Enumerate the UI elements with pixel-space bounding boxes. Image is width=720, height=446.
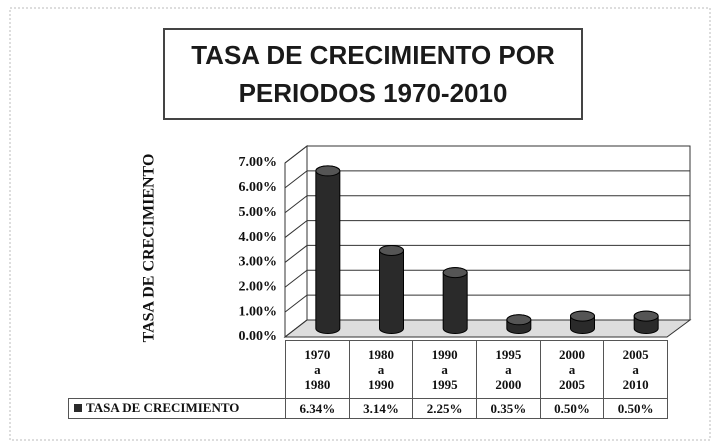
bar xyxy=(315,165,341,334)
x-tick-label: 1990 a 1995 xyxy=(412,340,477,399)
bar-cap xyxy=(570,310,595,322)
bar xyxy=(379,244,404,334)
data-label: 2.25% xyxy=(412,398,477,419)
bar-cap xyxy=(506,314,532,326)
x-tick-label: 2005 a 2010 xyxy=(603,340,668,399)
x-tick-label: 1995 a 2000 xyxy=(476,340,541,399)
floor xyxy=(283,319,692,338)
data-label: 6.34% xyxy=(285,398,350,419)
back-wall xyxy=(306,145,691,321)
data-label: 0.50% xyxy=(539,398,605,419)
x-tick-label: 2000 a 2005 xyxy=(539,340,605,399)
grid-line xyxy=(284,294,690,313)
y-tick-label: 4.00% xyxy=(239,230,278,245)
bar-cap xyxy=(315,165,341,177)
x-tick-label: 1970 a 1980 xyxy=(285,340,350,399)
grid-line xyxy=(284,195,690,214)
legend-entry: TASA DE CRECIMIENTO xyxy=(86,400,240,415)
bar-cap xyxy=(633,310,659,322)
grid-line xyxy=(284,170,690,189)
grid-line xyxy=(284,145,690,164)
y-tick-label: 3.00% xyxy=(239,255,278,270)
data-label: 0.35% xyxy=(476,398,541,419)
data-label: 0.50% xyxy=(603,398,668,419)
chart-border xyxy=(9,7,711,441)
y-tick-label: 2.00% xyxy=(239,280,278,295)
y-axis-label: TASA DE CRECIMIENTO xyxy=(141,154,158,343)
y-tick-label: 0.00% xyxy=(239,329,278,344)
bar-cap xyxy=(379,244,404,256)
y-tick-label: 1.00% xyxy=(239,304,278,319)
y-tick-label: 5.00% xyxy=(239,205,278,220)
chart-title: TASA DE CRECIMIENTO POR PERIODOS 1970-20… xyxy=(163,28,583,120)
data-label: 3.14% xyxy=(348,398,414,419)
side-wall xyxy=(284,144,308,339)
x-tick-label: 1980 a 1990 xyxy=(348,340,414,399)
y-tick-label: 6.00% xyxy=(239,180,278,195)
legend-swatch xyxy=(74,404,82,412)
grid-line xyxy=(284,244,690,263)
grid-line xyxy=(284,220,690,238)
grid-line xyxy=(284,319,690,338)
y-tick-label: 7.00% xyxy=(239,155,278,170)
grid-line xyxy=(284,269,690,288)
bar-cap xyxy=(442,267,468,279)
